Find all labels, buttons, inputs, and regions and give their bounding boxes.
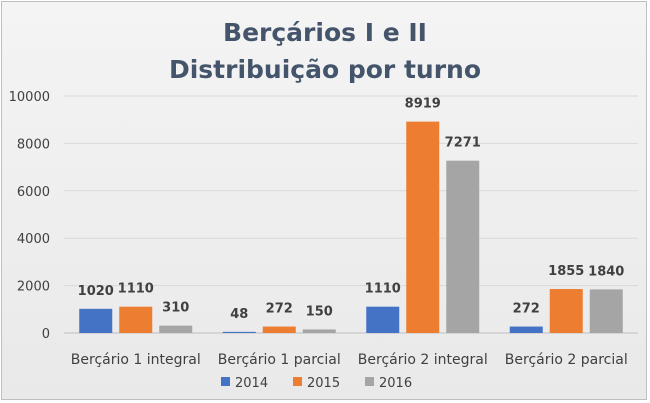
x-category-label: Berçário 2 integral <box>358 352 488 368</box>
bar <box>262 326 296 333</box>
y-tick-label: 8000 <box>17 137 50 152</box>
bar <box>446 160 480 333</box>
bar <box>549 289 583 333</box>
x-category-label: Berçário 2 parcial <box>505 352 628 368</box>
data-label: 272 <box>513 302 540 317</box>
data-label: 310 <box>162 301 189 316</box>
data-label: 1110 <box>365 282 401 297</box>
bar <box>589 289 623 333</box>
data-label: 1840 <box>588 264 624 279</box>
data-label: 8919 <box>405 97 441 112</box>
y-axis-ticks: 0 2000 4000 6000 8000 10000 <box>9 90 50 342</box>
legend: 2014 2015 2016 <box>221 376 412 391</box>
data-labels: 1020 1110 310 48 272 150 1110 8919 7271 272 1855 18… <box>78 97 625 322</box>
bar <box>366 306 400 333</box>
y-tick-label: 6000 <box>17 185 50 200</box>
data-label: 7271 <box>445 136 481 151</box>
chart-title-line-2: Distribuição por turno <box>169 55 481 84</box>
y-tick-label: 4000 <box>17 232 50 247</box>
x-category-label: Berçário 1 integral <box>71 352 201 368</box>
bar <box>302 329 336 333</box>
legend-swatch <box>365 377 374 386</box>
x-axis-categories: Berçário 1 integral Berçário 1 parcial Ber… <box>71 352 628 368</box>
bar <box>79 308 113 333</box>
legend-swatch <box>221 377 230 386</box>
legend-label: 2016 <box>379 376 412 391</box>
y-tick-label: 10000 <box>9 90 50 105</box>
data-label: 1855 <box>548 264 584 279</box>
data-label: 1020 <box>78 284 114 299</box>
y-tick-label: 0 <box>42 327 50 342</box>
bar <box>406 121 440 334</box>
bar <box>509 326 543 333</box>
x-category-label: Berçário 1 parcial <box>218 352 341 368</box>
legend-label: 2014 <box>235 376 268 391</box>
bar <box>159 325 193 333</box>
data-label: 1110 <box>118 282 154 297</box>
data-label: 48 <box>230 307 248 322</box>
legend-swatch <box>293 377 302 386</box>
chart-title-line-1: Berçários I e II <box>223 18 427 47</box>
bars <box>79 121 623 334</box>
data-label: 150 <box>306 304 333 319</box>
data-label: 272 <box>266 302 293 317</box>
bar <box>119 306 153 333</box>
bar <box>222 331 256 333</box>
y-tick-label: 2000 <box>17 280 50 295</box>
legend-label: 2015 <box>307 376 340 391</box>
